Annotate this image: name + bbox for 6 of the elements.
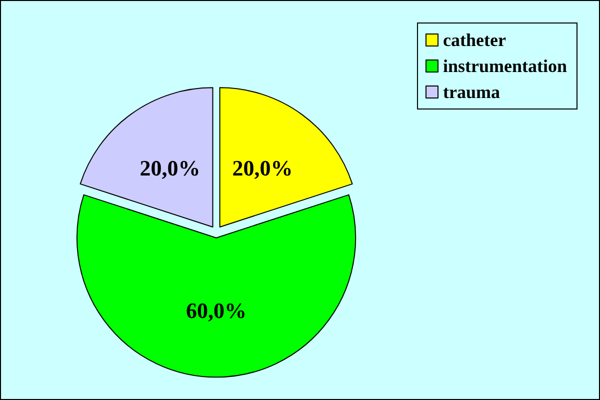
data-label: 20,0%: [140, 156, 200, 181]
data-label: 20,0%: [232, 156, 293, 181]
legend-label: catheter: [442, 30, 506, 50]
data-label: 60,0%: [186, 298, 247, 323]
legend-label: instrumentation: [442, 56, 568, 76]
legend-label: trauma: [442, 82, 500, 102]
